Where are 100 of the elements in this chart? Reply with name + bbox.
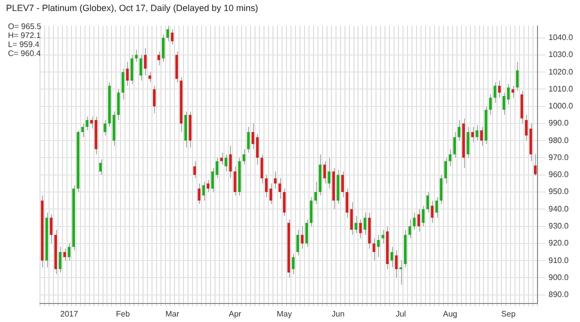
candlestick [152, 85, 156, 114]
annotation: O= 965.5 [8, 22, 42, 31]
candlestick [430, 200, 434, 224]
candlestick [534, 154, 537, 176]
candlestick [247, 126, 250, 154]
candlestick [117, 88, 120, 121]
candlestick [63, 248, 66, 262]
candlestick [229, 145, 232, 179]
y-tick-label: 900.0 [548, 272, 570, 282]
candlestick [354, 216, 358, 234]
y-tick-label: 890.0 [548, 290, 570, 300]
candlestick [323, 160, 326, 184]
candlestick [242, 148, 246, 166]
candlestick [471, 126, 474, 143]
candlestick [412, 212, 416, 230]
x-tick-label: Sep [501, 309, 516, 318]
candlestick [292, 253, 295, 275]
candlestick [148, 72, 152, 83]
candlestick [494, 82, 496, 104]
y-tick-label: 920.0 [548, 238, 570, 248]
candlestick [162, 34, 165, 62]
candlestick [68, 242, 70, 262]
candlestick [444, 157, 447, 184]
candlestick [269, 182, 272, 205]
y-tick-label: 940.0 [548, 204, 570, 214]
candlestick [328, 157, 330, 190]
y-tick-label: 970.0 [548, 152, 570, 162]
candlestick [166, 25, 170, 42]
candlestick [300, 226, 304, 250]
y-tick-label: 1030.0 [548, 50, 574, 60]
candlestick [390, 246, 394, 268]
candlestick [476, 124, 478, 142]
candlestick [480, 126, 483, 146]
candlestick [50, 214, 53, 244]
candlestick [359, 218, 362, 239]
candlestick [157, 51, 160, 66]
candlestick [220, 152, 223, 166]
candlestick [282, 188, 286, 217]
annotation: H= 972.1 [8, 31, 42, 40]
candlestick [234, 166, 236, 196]
candlestick [140, 54, 142, 82]
candlestick [193, 160, 196, 179]
candlestick [260, 154, 264, 184]
candlestick [170, 28, 174, 46]
candlestick [364, 212, 366, 236]
candlestick [130, 54, 134, 85]
candlestick [426, 192, 430, 214]
candlestick [135, 49, 138, 62]
candlestick [224, 154, 228, 172]
candlestick [278, 178, 282, 200]
candlestick [466, 126, 470, 158]
candlestick [99, 158, 102, 176]
candlestick [122, 68, 124, 100]
candlestick [516, 61, 519, 92]
candlestick [296, 229, 300, 256]
x-tick-label: Jul [396, 309, 406, 318]
y-tick-label: 910.0 [548, 256, 570, 265]
candlestick [305, 218, 308, 248]
y-tick-label: 930.0 [548, 221, 570, 230]
y-tick-label: 1040.0 [548, 33, 574, 42]
x-tick-label: May [276, 309, 292, 318]
x-tick-label: Apr [228, 309, 242, 318]
candlestick [512, 85, 514, 98]
x-tick-label: 2017 [60, 309, 79, 318]
candlestick [198, 182, 200, 205]
y-tick-label: 950.0 [548, 187, 570, 196]
candlestick [382, 229, 384, 244]
candlestick [524, 114, 528, 142]
y-tick-label: 1000.0 [548, 102, 574, 111]
y-tick-label: 960.0 [548, 170, 570, 180]
y-tick-label: 1010.0 [548, 84, 574, 94]
candlestick [408, 218, 412, 239]
y-tick-label: 1020.0 [548, 67, 574, 76]
candlestick [417, 208, 420, 232]
candlestick [372, 238, 376, 262]
candlestick [422, 205, 425, 227]
candlestick [520, 90, 524, 124]
candlestick [144, 48, 147, 76]
candlestick [274, 170, 277, 190]
candlestick [377, 234, 380, 258]
x-tick-label: Jun [332, 309, 345, 318]
candlestick [265, 174, 268, 198]
candlestick [104, 120, 106, 136]
y-tick-label: 990.0 [548, 118, 570, 128]
candlestick [58, 246, 62, 274]
candlestick [498, 80, 501, 98]
candlestick [440, 174, 443, 205]
candlestick [489, 94, 492, 116]
x-tick-label: Feb [116, 309, 130, 318]
annotation: C= 960.4 [8, 49, 42, 58]
candlestick [435, 196, 438, 218]
x-tick-label: Mar [165, 309, 180, 318]
candlestick [314, 181, 318, 205]
candlestick [394, 250, 398, 278]
candlestick [126, 61, 129, 86]
candlestick [202, 181, 205, 202]
chart-title: PLEV7 - Platinum (Globex), Oct 17, Daily (Delayed by 10 mins) [5, 2, 260, 15]
x-tick-label: Aug [443, 309, 458, 318]
candlestick [175, 51, 178, 83]
y-tick-label: 980.0 [548, 136, 570, 145]
